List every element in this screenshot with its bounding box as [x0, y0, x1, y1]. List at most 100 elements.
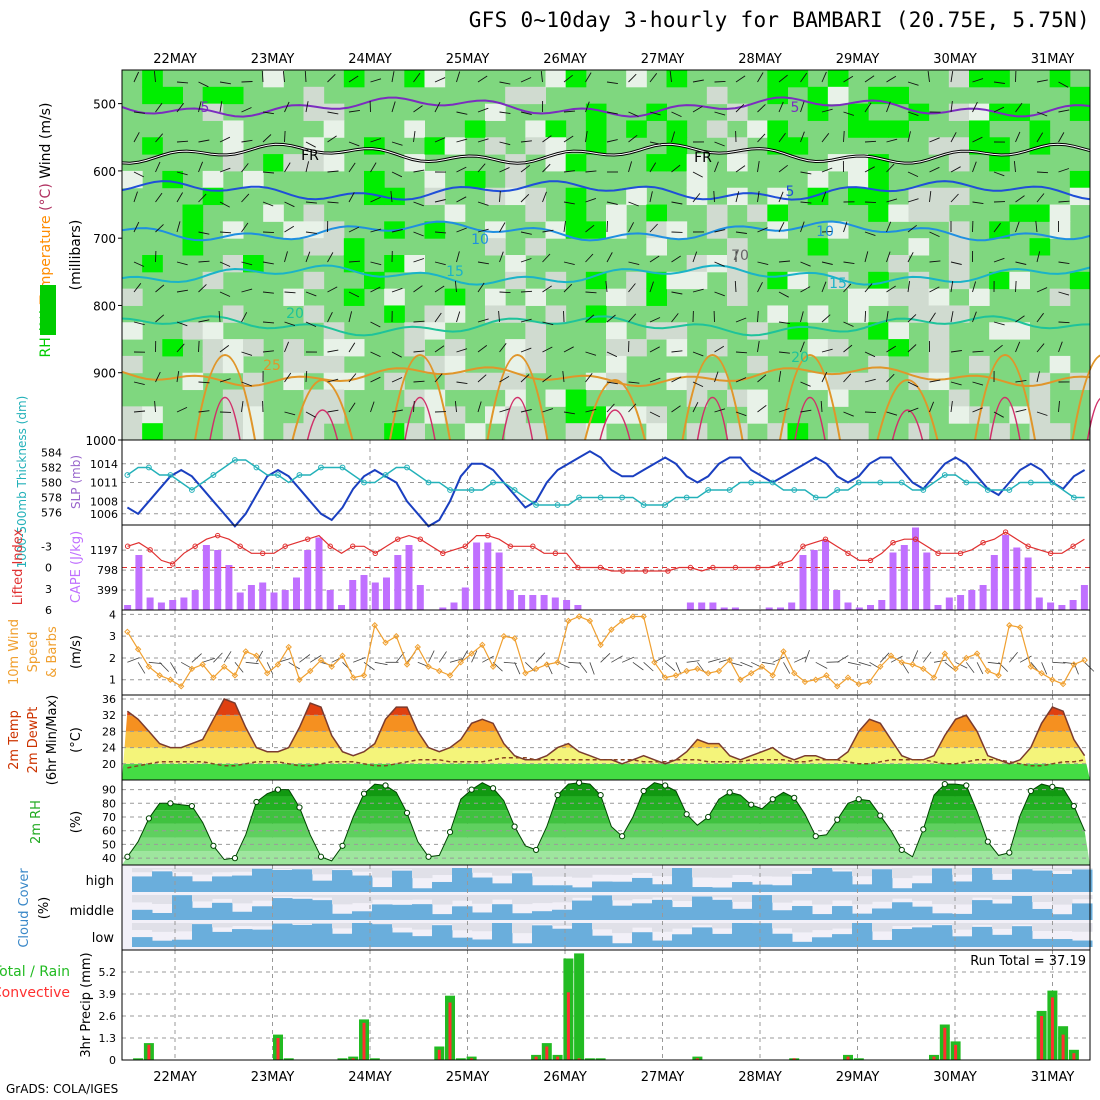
thickness-marker: [425, 479, 432, 486]
wind-barb: [241, 261, 253, 266]
convective-bar: [147, 1044, 151, 1060]
wind-barb: [327, 409, 339, 413]
hot-contour: [696, 396, 729, 441]
wind10-marker: [543, 661, 551, 668]
cloud-cell: [952, 913, 973, 920]
precip-convective-label: Convective: [0, 985, 70, 1001]
convective-bar: [545, 1046, 549, 1060]
wind-barb: [1036, 312, 1044, 323]
rh-cell: [626, 187, 647, 206]
wind-barb: [778, 164, 788, 173]
wind-barb: [1036, 111, 1048, 117]
wind10-marker: [124, 628, 131, 636]
cloud-cell: [852, 884, 873, 892]
rh-cell: [948, 305, 970, 323]
rh-cell: [424, 322, 446, 340]
rh-cell: [565, 204, 587, 222]
wind-barb: [348, 109, 360, 113]
rh-cell: [323, 120, 345, 138]
rh-cell: [928, 322, 950, 340]
wind-barb: [262, 350, 274, 353]
rh-cell: [444, 288, 466, 306]
cape-bar: [788, 602, 796, 610]
thickness-marker: [210, 472, 217, 478]
rh-cell: [948, 389, 970, 407]
wind-barb: [477, 163, 486, 173]
rh-marker: [1027, 787, 1034, 795]
thickness-marker: [726, 487, 733, 493]
wind-barb: [327, 252, 334, 263]
rh-cell: [948, 187, 970, 206]
rh-cell: [505, 86, 526, 105]
cape-bar: [214, 550, 222, 610]
rh-cell: [606, 204, 627, 222]
wind-barb: [972, 78, 984, 83]
date-label-top: 23MAY: [251, 52, 295, 67]
wind10-marker: [468, 650, 475, 657]
wind-barb: [950, 381, 962, 386]
cloud-cell: [692, 887, 713, 892]
wind-barb: [628, 161, 633, 173]
rh-cell: [464, 423, 486, 441]
cloud-gap: [892, 868, 913, 879]
cape-bar: [202, 545, 210, 610]
cloud-gap: [412, 868, 433, 879]
cloud-cell: [252, 929, 273, 947]
wind-barb: [305, 231, 317, 234]
cloud-gap: [1032, 868, 1053, 870]
wind-barb: [886, 75, 897, 83]
cloud-gap: [732, 895, 753, 902]
li-tick-label: 0: [45, 562, 52, 575]
wind-barb: [1013, 161, 1016, 173]
wind-barb: [413, 285, 423, 293]
wind-barb: [391, 229, 403, 233]
cloud-level-label: high: [86, 874, 114, 889]
cloud-gap: [312, 895, 333, 898]
rh-cell: [404, 70, 425, 88]
wind-barb: [241, 81, 253, 83]
rh-marker: [124, 853, 131, 860]
wind-barb: [821, 371, 828, 383]
cloud-gap: [712, 923, 733, 929]
rh-marker: [963, 782, 970, 789]
pressure-tick-label: 500: [93, 98, 116, 112]
wind-barb: [864, 231, 876, 237]
wind10-barb: [127, 657, 140, 663]
cloud-gap: [652, 868, 673, 877]
rh-cell: [767, 70, 788, 88]
slp-tick-label: 1011: [90, 477, 118, 490]
thickness-marker: [640, 502, 647, 508]
rh-cell: [646, 423, 667, 441]
wind-barb: [649, 191, 653, 203]
wind10-marker: [446, 672, 454, 679]
wind-barb: [391, 351, 402, 358]
cloud-gap: [952, 923, 973, 930]
precip-bar: [133, 1058, 144, 1060]
rh-cell: [928, 339, 950, 357]
rh-cell: [485, 137, 506, 155]
cloud-cell: [712, 899, 733, 920]
cloud-cell: [832, 934, 853, 947]
cloud-cell: [772, 933, 793, 947]
cloud-cell: [972, 900, 993, 920]
wind-barb: [413, 320, 425, 323]
rh-cell: [505, 372, 526, 391]
cloud-gap: [152, 895, 173, 904]
wind-barb: [563, 221, 566, 233]
cloud-gap: [672, 895, 693, 902]
cloud-cell: [332, 870, 353, 892]
thickness-marker: [275, 472, 281, 478]
wind10-barb: [1009, 652, 1018, 663]
cape-bar: [180, 597, 188, 610]
cloud-gap: [692, 923, 713, 926]
wind-barb: [735, 317, 747, 323]
cloud-cell: [432, 925, 453, 947]
cloud-gap: [1072, 923, 1093, 932]
wind-barb: [456, 348, 468, 353]
cloud-cell: [332, 933, 353, 947]
rh-cell: [485, 103, 506, 121]
wind-barb: [133, 381, 145, 386]
wind-barb: [585, 197, 597, 203]
contour-label: 25: [263, 358, 281, 374]
rh-cell: [424, 221, 446, 239]
